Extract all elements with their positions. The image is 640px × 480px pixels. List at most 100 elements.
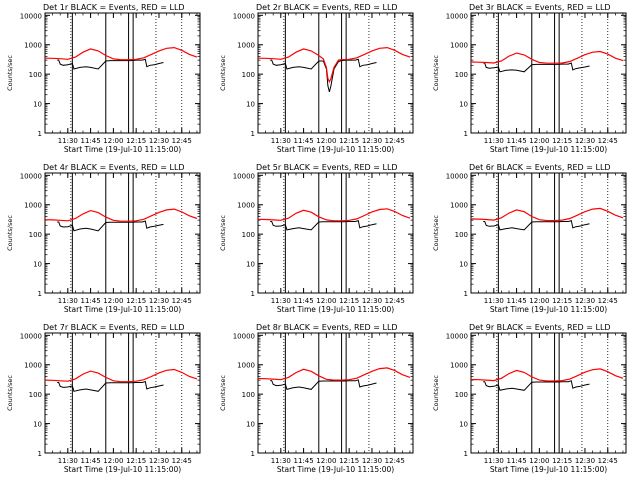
y-tick-label: 1000: [237, 362, 255, 370]
y-tick-label: 1000: [450, 42, 468, 50]
x-axis-label: Start Time (19-Jul-10 11:15:00): [490, 145, 607, 154]
y-tick-label: 1: [464, 450, 468, 458]
y-tick-label: 10: [33, 101, 42, 109]
y-tick-label: 1: [464, 290, 468, 298]
x-axis-label: Start Time (19-Jul-10 11:15:00): [277, 305, 394, 314]
detector-panel: Det 9r BLACK = Events, RED = LLD 1 10 100 10…: [432, 323, 627, 474]
x-tick-label: 11:45: [80, 457, 100, 465]
x-tick-label: 11:30: [484, 457, 504, 465]
x-tick-label: 12:15: [339, 297, 359, 305]
x-tick-label: 12:30: [362, 457, 382, 465]
plot-frame: [44, 332, 201, 454]
detector-panel: Det 7r BLACK = Events, RED = LLD 1 10 100 10…: [6, 323, 201, 474]
panel-title: Det 7r BLACK = Events, RED = LLD: [43, 323, 185, 332]
x-tick-label: 11:45: [506, 137, 526, 145]
y-tick-label: 1: [251, 450, 255, 458]
detector-panel: Det 3r BLACK = Events, RED = LLD 1 10 100 10…: [432, 3, 627, 154]
plot-frame: [257, 172, 414, 294]
x-tick-label: 11:30: [58, 297, 78, 305]
events-series-line: [270, 219, 377, 231]
x-tick-label: 12:15: [552, 137, 572, 145]
x-tick-label: 12:00: [103, 297, 123, 305]
events-series-line: [57, 58, 164, 70]
detector-panel: Det 6r BLACK = Events, RED = LLD 1 10 100 10…: [432, 163, 627, 314]
panel-title: Det 5r BLACK = Events, RED = LLD: [256, 163, 398, 172]
x-tick-label: 12:00: [103, 137, 123, 145]
y-axis-label: Counts/sec: [6, 55, 14, 91]
y-tick-label: 10000: [233, 172, 255, 180]
y-tick-label: 1: [38, 450, 42, 458]
x-tick-label: 12:30: [149, 457, 169, 465]
x-tick-label: 12:00: [529, 457, 549, 465]
lld-series-line: [44, 208, 198, 222]
y-tick-label: 1: [251, 290, 255, 298]
y-axis-label: Counts/sec: [432, 55, 440, 91]
x-tick-label: 12:30: [575, 457, 595, 465]
x-tick-label: 12:30: [362, 297, 382, 305]
y-tick-label: 10: [33, 261, 42, 269]
plot-frame: [470, 332, 627, 454]
detector-panel: Det 5r BLACK = Events, RED = LLD 1 10 100 10…: [219, 163, 414, 314]
y-tick-label: 1: [38, 290, 42, 298]
y-tick-label: 100: [242, 231, 255, 239]
y-tick-label: 1000: [450, 362, 468, 370]
x-tick-label: 11:45: [80, 297, 100, 305]
x-tick-label: 12:00: [529, 297, 549, 305]
lld-series-line: [257, 46, 411, 84]
y-axis-label: Counts/sec: [6, 215, 14, 251]
x-tick-label: 12:15: [552, 457, 572, 465]
x-tick-label: 12:00: [316, 457, 336, 465]
events-series-line: [483, 380, 590, 391]
detector-panel: Det 2r BLACK = Events, RED = LLD 1 10 100 10…: [219, 3, 414, 154]
y-tick-label: 10000: [20, 12, 42, 20]
x-tick-label: 12:00: [103, 457, 123, 465]
plot-frame: [257, 12, 414, 134]
y-axis-label: Counts/sec: [219, 215, 227, 251]
y-tick-label: 100: [455, 391, 468, 399]
y-tick-label: 10: [33, 421, 42, 429]
x-tick-label: 12:45: [385, 297, 405, 305]
x-tick-label: 11:30: [484, 137, 504, 145]
y-tick-label: 100: [242, 71, 255, 79]
y-tick-label: 100: [455, 231, 468, 239]
x-axis-label: Start Time (19-Jul-10 11:15:00): [277, 465, 394, 474]
y-tick-label: 1000: [237, 42, 255, 50]
x-tick-label: 12:15: [126, 457, 146, 465]
x-tick-label: 12:45: [385, 137, 405, 145]
y-tick-label: 10000: [446, 12, 468, 20]
x-tick-label: 12:45: [172, 137, 192, 145]
lld-series-line: [257, 367, 411, 381]
x-tick-label: 11:45: [506, 457, 526, 465]
y-axis-label: Counts/sec: [219, 55, 227, 91]
y-tick-label: 10: [459, 261, 468, 269]
x-tick-label: 11:45: [293, 297, 313, 305]
x-tick-label: 12:45: [598, 457, 618, 465]
y-tick-label: 10000: [233, 12, 255, 20]
panel-title: Det 2r BLACK = Events, RED = LLD: [256, 3, 398, 12]
y-tick-label: 10: [246, 101, 255, 109]
x-tick-label: 12:15: [126, 297, 146, 305]
events-series-line: [270, 58, 377, 93]
x-tick-label: 11:45: [293, 137, 313, 145]
x-tick-label: 12:45: [598, 137, 618, 145]
x-tick-label: 12:30: [362, 137, 382, 145]
y-axis-label: Counts/sec: [432, 375, 440, 411]
x-tick-label: 11:30: [271, 297, 291, 305]
x-tick-label: 11:45: [293, 457, 313, 465]
plot-frame: [257, 332, 414, 454]
events-series-line: [270, 379, 377, 391]
x-axis-label: Start Time (19-Jul-10 11:15:00): [490, 305, 607, 314]
y-tick-label: 1000: [24, 362, 42, 370]
x-tick-label: 11:45: [506, 297, 526, 305]
x-tick-label: 11:45: [80, 137, 100, 145]
panel-title: Det 8r BLACK = Events, RED = LLD: [256, 323, 398, 332]
panel-title: Det 6r BLACK = Events, RED = LLD: [469, 163, 611, 172]
lld-series-line: [44, 368, 198, 383]
lld-series-line: [470, 207, 624, 222]
x-axis-label: Start Time (19-Jul-10 11:15:00): [64, 305, 181, 314]
x-tick-label: 11:30: [484, 297, 504, 305]
lld-series-line: [470, 368, 624, 382]
x-tick-label: 12:30: [575, 137, 595, 145]
events-series-line: [483, 219, 590, 231]
y-tick-label: 1: [464, 130, 468, 138]
